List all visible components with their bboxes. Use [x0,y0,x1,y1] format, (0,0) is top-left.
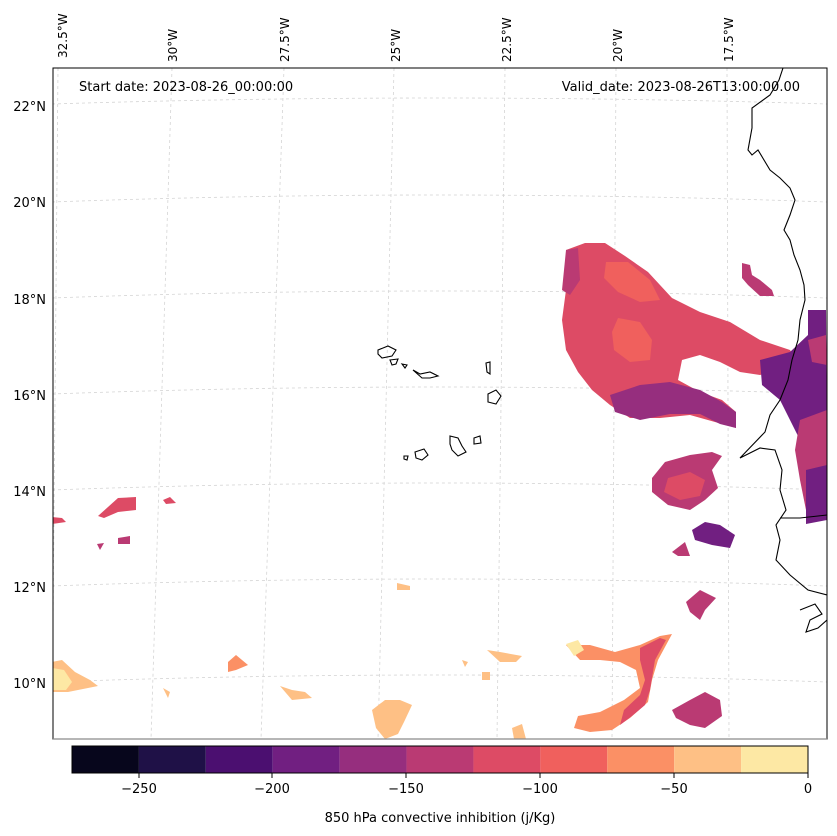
latitude-labels: 22°N 20°N 18°N 16°N 14°N 12°N 10°N [13,100,46,692]
colorbar-tick-neg150: −150 [388,782,424,797]
start-date-label: Start date: 2023-08-26_00:00:00 [79,80,293,95]
cin-region-south-right [672,692,722,728]
cin-region-peach-6 [482,672,490,680]
cin-region-nw-3 [53,517,66,524]
lon-label-32-5w: 32.5°W [56,13,70,58]
colorbar: −250 −200 −150 −100 −50 0 850 hPa convec… [71,745,812,826]
lon-label-25w: 25°W [389,29,403,62]
cin-region-coast-purple-core [808,335,827,365]
lon-label-27-5w: 27.5°W [278,17,292,62]
lat-label-10n: 10°N [13,677,46,692]
coastlines [377,68,827,633]
island-santo-antao [377,345,397,359]
colorbar-swatch [741,746,808,773]
africa-coastline [739,68,827,596]
cin-region-peach-2 [397,583,410,590]
island-brava [403,455,409,461]
cin-region-nw-5 [97,543,104,550]
cin-region-northeast-core-2 [612,318,652,362]
colorbar-swatch [72,746,139,773]
cin-region-northeast-core [604,262,660,302]
colorbar-tick-neg250: −250 [121,782,157,797]
cin-region-12-5n [672,542,690,556]
cin-contours [53,243,827,739]
island-santiago [449,435,467,457]
island-santa-luzia [400,363,408,369]
cin-region-peach-7 [512,724,526,739]
lat-label-16n: 16°N [13,389,46,404]
colorbar-ticks: −250 −200 −150 −100 −50 0 [121,773,812,797]
lon-label-22-5w: 22.5°W [500,17,514,62]
cin-region-peach-4 [163,688,170,698]
cin-region-band-south [610,382,736,428]
colorbar-swatch [272,746,340,773]
cin-region-west-yellow [53,668,72,690]
longitude-labels: 32.5°W 30°W 27.5°W 25°W 22.5°W 20°W 17.5… [56,13,736,62]
island-boa-vista [487,389,502,405]
cin-region-nw-4 [118,536,130,544]
lon-label-20w: 20°W [611,29,625,62]
cin-region-gambia-edge [806,465,827,524]
lat-label-18n: 18°N [13,293,46,308]
colorbar-swatch [205,746,273,773]
cin-region-orange-1 [228,655,248,672]
gambia-river [780,514,827,519]
cin-region-peach-5 [462,660,468,667]
colorbar-swatch [339,746,407,773]
colorbar-tick-neg100: −100 [522,782,558,797]
cin-region-14n-core [664,472,705,500]
colorbar-swatch [607,746,675,773]
lat-label-20n: 20°N [13,196,46,211]
cin-region-peach-1 [280,686,312,700]
island-maio [473,435,482,445]
colorbar-label: 850 hPa convective inhibition (j/Kg) [325,811,556,826]
cin-region-13n [692,522,735,548]
colorbar-swatch [473,746,541,773]
colorbar-swatch [406,746,474,773]
lon-label-30w: 30°W [166,29,180,62]
island-sao-nicolau [412,369,440,379]
colorbar-tick-0: 0 [804,782,812,797]
lat-label-14n: 14°N [13,485,46,500]
colorbar-tick-neg50: −50 [660,782,687,797]
colorbar-frame [71,745,809,774]
island-sal [485,361,491,376]
island-sao-vicente [389,358,399,366]
colorbar-swatches [72,746,808,773]
valid-date-label: Valid_date: 2023-08-26T13:00:00.00 [562,80,800,95]
colorbar-swatch [674,746,742,773]
lat-label-22n: 22°N [13,100,46,115]
cin-region-south-yellow [566,640,584,656]
guinea-coast [799,603,827,633]
cin-region-nw-1 [98,497,136,518]
lon-label-17-5w: 17.5°W [722,17,736,62]
cin-region-south-band-inner [620,638,666,725]
colorbar-swatch [540,746,608,773]
cin-region-northeast-edge [562,248,580,295]
gridlines [53,68,827,739]
cin-region-11n [686,590,716,620]
colorbar-tick-neg200: −200 [254,782,290,797]
island-fogo [414,448,429,461]
cin-region-small-nw [742,263,774,296]
cin-region-peach-3 [487,650,522,662]
lat-label-12n: 12°N [13,581,46,596]
colorbar-swatch [138,746,206,773]
cin-region-nw-2 [163,497,176,504]
cin-region-sw-peach [372,700,412,739]
